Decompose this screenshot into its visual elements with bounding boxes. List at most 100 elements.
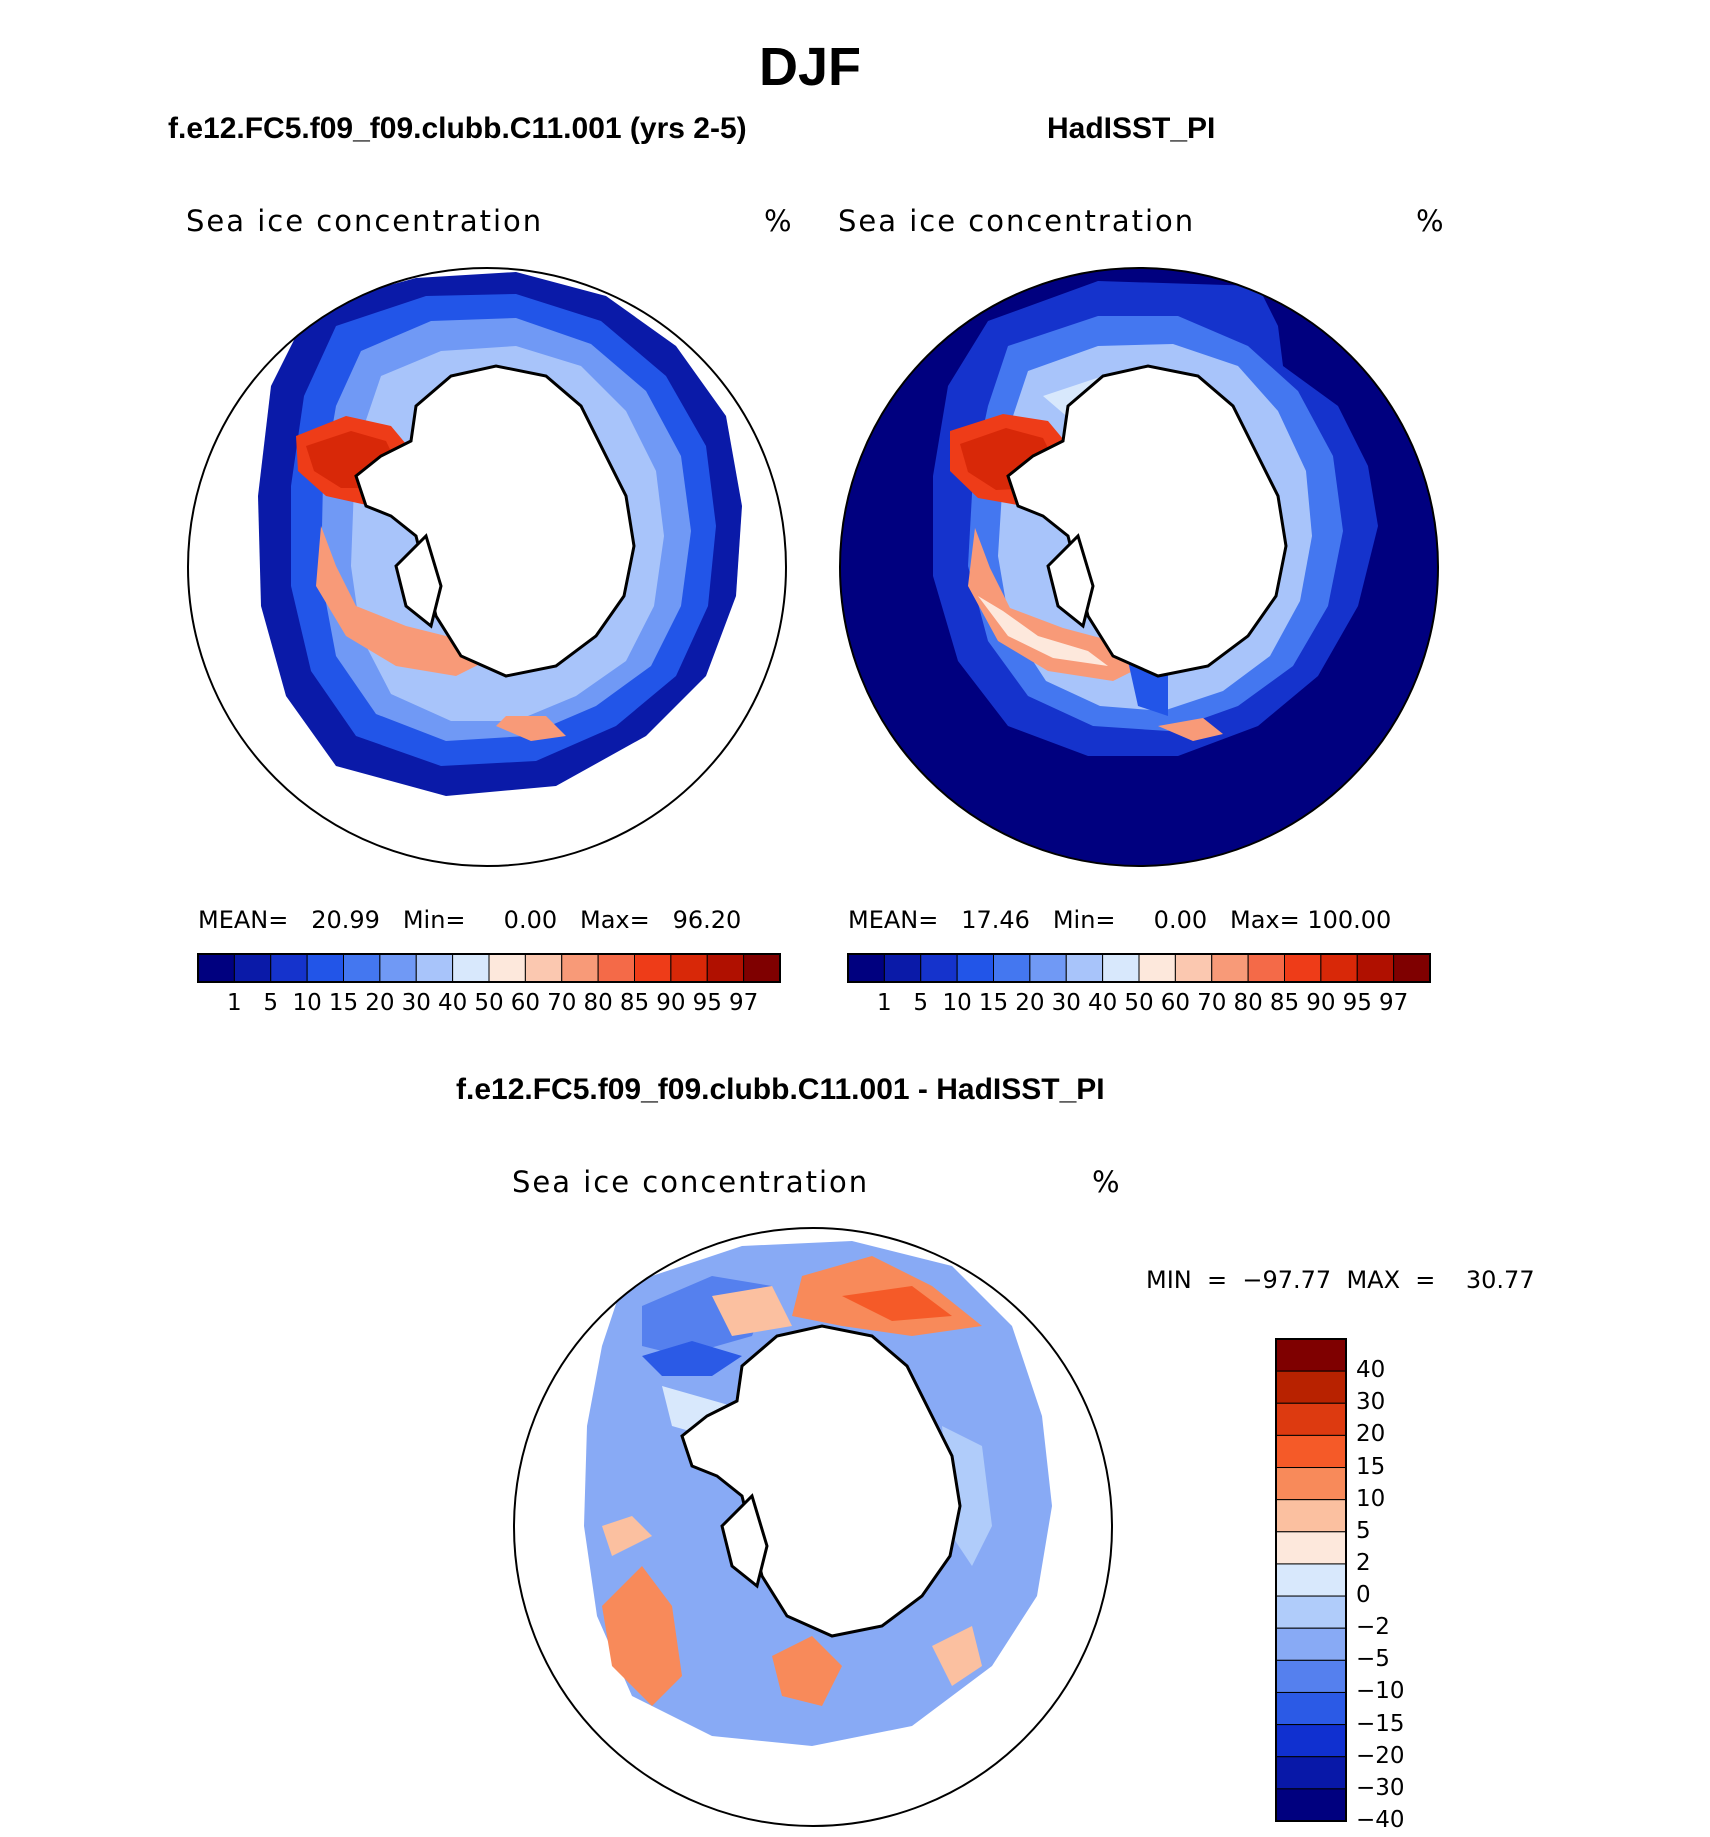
page-title: DJF [758,37,861,97]
colorbar-tick-label: 70 [547,990,577,1016]
obs-map [839,267,1439,867]
colorbar-swatch [743,953,781,983]
colorbar-tick-label: 95 [1342,990,1372,1016]
colorbar-tick-label: −5 [1356,1646,1390,1673]
colorbar-swatch [1102,953,1140,983]
colorbar-tick-label: −30 [1356,1774,1405,1801]
colorbar-tick-label: −15 [1356,1710,1405,1737]
diff-field-label: Sea ice concentration [512,1165,870,1199]
colorbar-tick-label: 2 [1356,1549,1371,1576]
colorbar-tick-label: 15 [1356,1453,1386,1480]
colorbar-tick-label: 20 [365,990,395,1016]
colorbar-swatch [1065,953,1104,983]
colorbar-swatch [1174,953,1213,983]
colorbar-swatch [197,953,235,983]
colorbar-swatch [1247,953,1285,983]
diff-colorbar [1275,1338,1347,1822]
colorbar-swatch [1356,953,1395,983]
colorbar-swatch [597,953,635,983]
colorbar-swatch [1275,1659,1347,1693]
colorbar-swatch [1275,1338,1347,1372]
colorbar-swatch [1275,1724,1347,1758]
model-panel-title: f.e12.FC5.f09_f09.clubb.C11.001 (yrs 2-5… [168,112,747,145]
colorbar-tick-label: −20 [1356,1742,1405,1769]
antarctica [680,1324,962,1638]
colorbar-tick-label: 5 [263,990,279,1016]
colorbar-swatch [993,953,1031,983]
colorbar-tick-label: 97 [1378,990,1409,1016]
colorbar-swatch [452,953,490,983]
colorbar-swatch [956,953,994,983]
colorbar-swatch [706,953,745,983]
colorbar-tick-label: 30 [1356,1389,1386,1416]
model-units-label: % [764,204,794,238]
colorbar-swatch [1284,953,1322,983]
diff-panel-title: f.e12.FC5.f09_f09.clubb.C11.001 - HadISS… [456,1073,1105,1106]
colorbar-swatch [379,953,417,983]
colorbar-tick-label: 30 [401,990,431,1016]
model-field-label: Sea ice concentration [186,204,544,238]
colorbar-tick-label: −2 [1356,1614,1390,1641]
obs-field-label: Sea ice concentration [838,204,1196,238]
colorbar-swatch [1275,1563,1347,1597]
colorbar-tick-label: −40 [1356,1807,1405,1833]
colorbar-tick-label: 10 [1356,1485,1386,1512]
colorbar-swatch [1275,1627,1347,1661]
colorbar-tick-label: 80 [1233,990,1263,1016]
colorbar-swatch [1029,953,1067,983]
model-stats: MEAN= 20.99 Min= 0.00 Max= 96.20 [198,906,742,934]
colorbar-swatch [415,953,454,983]
colorbar-tick-label: 97 [728,990,759,1016]
colorbar-tick-label: 60 [510,990,541,1016]
colorbar-swatch [634,953,672,983]
colorbar-swatch [343,953,381,983]
model-map [187,267,787,867]
colorbar-swatch [1138,953,1176,983]
antarctica [1006,364,1288,678]
colorbar-swatch [1320,953,1358,983]
colorbar-swatch [1275,1691,1347,1726]
colorbar-tick-label: −10 [1356,1678,1405,1705]
colorbar-tick-label: 40 [1087,990,1118,1016]
colorbar-tick-label: 50 [1124,990,1154,1016]
colorbar-swatch [1275,1499,1347,1533]
colorbar-swatch [270,953,308,983]
colorbar-swatch [1275,1531,1347,1565]
colorbar-swatch [883,953,922,983]
colorbar-swatch [561,953,599,983]
colorbar-tick-label: 70 [1197,990,1227,1016]
colorbar-tick-label: 10 [292,990,322,1016]
model-colorbar [197,953,781,983]
colorbar-tick-label: 5 [1356,1517,1371,1544]
colorbar-tick-label: 50 [474,990,504,1016]
colorbar-swatch [306,953,344,983]
colorbar-swatch [1393,953,1431,983]
colorbar-swatch [670,953,708,983]
obs-panel-title: HadISST_PI [1047,112,1216,145]
colorbar-tick-label: 1 [227,990,242,1016]
colorbar-swatch [524,953,563,983]
colorbar-tick-label: 30 [1051,990,1081,1016]
colorbar-tick-label: 15 [978,990,1009,1016]
colorbar-tick-label: 0 [1356,1582,1371,1609]
diff-stats: MIN = −97.77 MAX = 30.77 [1146,1266,1535,1294]
diff-units-label: % [1092,1165,1122,1199]
colorbar-swatch [1275,1467,1347,1501]
colorbar-tick-label: 40 [437,990,468,1016]
colorbar-tick-label: 20 [1356,1421,1386,1448]
colorbar-swatch [1275,1434,1347,1469]
colorbar-tick-label: 90 [656,990,686,1016]
colorbar-tick-label: 1 [877,990,892,1016]
antarctica [354,364,636,678]
colorbar-swatch [233,953,272,983]
colorbar-tick-label: 85 [1269,990,1300,1016]
colorbar-swatch [1275,1370,1347,1404]
colorbar-swatch [1275,1756,1347,1790]
colorbar-tick-label: 40 [1356,1357,1386,1384]
colorbar-tick-label: 20 [1015,990,1045,1016]
colorbar-tick-label: 85 [619,990,650,1016]
colorbar-tick-label: 5 [913,990,929,1016]
obs-colorbar [847,953,1431,983]
colorbar-swatch [920,953,958,983]
colorbar-tick-label: 90 [1306,990,1336,1016]
